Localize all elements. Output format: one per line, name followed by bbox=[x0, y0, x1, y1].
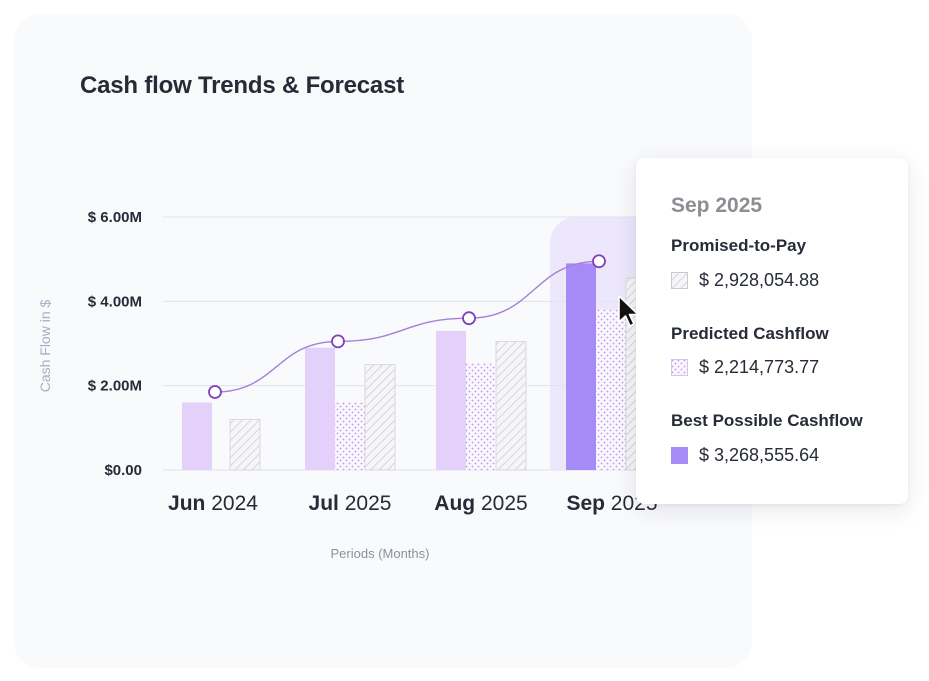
bar-promised bbox=[364, 364, 396, 471]
tooltip-label-best: Best Possible Cashflow bbox=[671, 411, 863, 430]
trend-point bbox=[592, 254, 606, 269]
y-tick-label: $ 2.00M bbox=[88, 378, 142, 395]
y-tick-label: $0.00 bbox=[104, 462, 142, 479]
promised-swatch bbox=[671, 272, 688, 289]
y-tick-label: $ 6.00M bbox=[88, 209, 142, 226]
mouse-pointer-icon bbox=[618, 295, 639, 327]
data-tooltip: Sep 2025 Promised-to-Pay $ 2,928,054.88 … bbox=[636, 158, 908, 504]
bar-best-possible bbox=[182, 402, 212, 470]
bar-promised bbox=[229, 418, 261, 471]
bar-predicted bbox=[596, 309, 626, 470]
best-swatch bbox=[671, 447, 688, 464]
x-tick-label: Aug 2025 bbox=[434, 492, 527, 515]
x-axis-title: Periods (Months) bbox=[331, 546, 430, 561]
trend-point bbox=[462, 311, 476, 326]
bar-promised bbox=[495, 340, 527, 471]
tooltip-date: Sep 2025 bbox=[671, 194, 763, 217]
bar-predicted bbox=[466, 362, 496, 470]
bar-best-possible bbox=[566, 263, 596, 470]
y-tick-label: $ 4.00M bbox=[88, 293, 142, 310]
trend-line bbox=[214, 260, 600, 393]
tooltip-value-promised: $ 2,928,054.88 bbox=[699, 270, 820, 290]
predicted-swatch bbox=[671, 359, 688, 376]
trend-point bbox=[331, 334, 345, 349]
x-tick-label: Jul 2025 bbox=[309, 492, 392, 515]
x-tick-label: Jun 2024 bbox=[168, 492, 258, 515]
tooltip-value-best: $ 3,268,555.64 bbox=[699, 445, 820, 465]
tooltip-label-predicted: Predicted Cashflow bbox=[671, 324, 829, 343]
bar-best-possible bbox=[305, 347, 335, 470]
bar-best-possible bbox=[436, 330, 466, 470]
tooltip-value-predicted: $ 2,214,773.77 bbox=[699, 357, 820, 377]
tooltip-label-promised: Promised-to-Pay bbox=[671, 236, 807, 255]
bar-predicted bbox=[335, 402, 365, 470]
chart-title: Cash flow Trends & Forecast bbox=[80, 72, 405, 99]
y-axis-title: Cash Flow in $ bbox=[37, 299, 53, 392]
trend-point bbox=[208, 385, 222, 399]
